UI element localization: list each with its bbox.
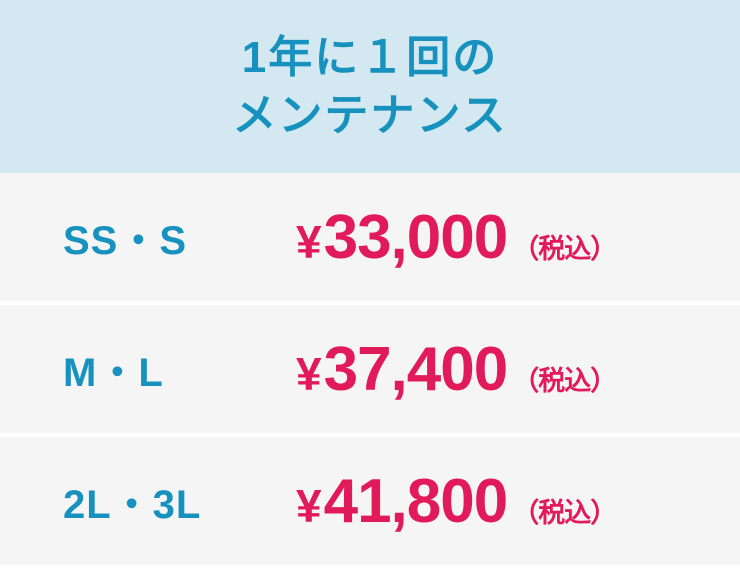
table-title-line2: メンテナンス bbox=[232, 90, 508, 140]
tax-included-note: （税込） bbox=[512, 233, 617, 264]
price-group: ¥ 41,800 （税込） bbox=[296, 466, 617, 537]
price-row-ss-s: SS・S ¥ 33,000 （税込） bbox=[0, 173, 740, 301]
size-label: M・L bbox=[63, 351, 164, 395]
table-title-line1: 1年に１回の bbox=[241, 32, 499, 82]
size-label: SS・S bbox=[63, 219, 188, 263]
price-group: ¥ 33,000 （税込） bbox=[296, 202, 617, 273]
table-header: 1年に１回の メンテナンス bbox=[0, 0, 740, 173]
tax-included-note: （税込） bbox=[512, 365, 617, 396]
price-amount: 33,000 bbox=[323, 202, 509, 272]
table-title: 1年に１回の メンテナンス bbox=[232, 29, 507, 145]
price-group: ¥ 37,400 （税込） bbox=[296, 334, 617, 405]
price-amount: 41,800 bbox=[323, 466, 509, 536]
price-row-2l-3l: 2L・3L ¥ 41,800 （税込） bbox=[0, 437, 740, 565]
currency-symbol: ¥ bbox=[296, 347, 322, 400]
currency-symbol: ¥ bbox=[296, 479, 322, 532]
currency-symbol: ¥ bbox=[296, 215, 322, 268]
table-body: SS・S ¥ 33,000 （税込） M・L ¥ 37,400 （税込） 2L・… bbox=[0, 173, 740, 570]
size-label: 2L・3L bbox=[63, 483, 202, 527]
tax-included-note: （税込） bbox=[512, 497, 617, 528]
price-amount: 37,400 bbox=[323, 334, 509, 404]
price-row-m-l: M・L ¥ 37,400 （税込） bbox=[0, 305, 740, 433]
